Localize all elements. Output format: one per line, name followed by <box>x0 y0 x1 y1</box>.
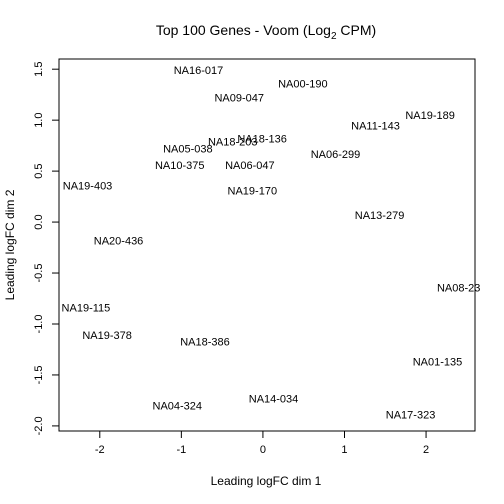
point-label: NA11-143 <box>351 120 400 132</box>
x-axis-label: Leading logFC dim 1 <box>211 474 322 488</box>
y-tick-label: -1.5 <box>33 365 45 384</box>
point-label: NA19-403 <box>63 180 113 192</box>
point-label: NA20-436 <box>94 235 144 247</box>
point-label: NA18-386 <box>180 336 230 348</box>
point-label: NA04-324 <box>153 401 203 413</box>
point-label: NA06-047 <box>225 160 275 172</box>
point-label: NA09-047 <box>214 93 264 105</box>
point-label: NA18-136 <box>237 134 287 146</box>
point-label: NA14-034 <box>249 393 299 405</box>
x-tick-label: 0 <box>260 444 266 456</box>
y-axis-label: Leading logFC dim 2 <box>3 189 17 300</box>
y-tick-label: -0.5 <box>33 264 45 283</box>
y-tick-label: 1.0 <box>33 113 45 128</box>
chart-title: Top 100 Genes - Voom (Log2 CPM) <box>156 22 376 42</box>
point-label: NA06-299 <box>311 149 361 161</box>
point-label: NA00-190 <box>278 78 328 90</box>
x-tick-label: -2 <box>95 444 105 456</box>
y-axis: -2.0 -1.5 -1.0 -0.5 0.0 0.5 1.0 1.5 <box>33 62 60 435</box>
y-tick-label: -2.0 <box>33 416 45 435</box>
point-label: NA19-115 <box>62 303 111 315</box>
point-label: NA01-135 <box>413 357 463 369</box>
point-label: NA18-203 <box>208 137 258 149</box>
point-labels: NA16-017 NA00-190 NA09-047 NA19-189 NA11-143… <box>62 65 481 421</box>
point-label: NA16-017 <box>174 65 224 77</box>
y-tick-label: 0.5 <box>33 163 45 178</box>
point-label: NA10-375 <box>155 160 205 172</box>
point-label: NA08-23 <box>437 282 480 294</box>
point-label: NA19-189 <box>405 110 455 122</box>
x-tick-label: -1 <box>176 444 186 456</box>
point-label: NA13-279 <box>355 210 405 222</box>
x-axis: -2 -1 0 1 2 <box>95 430 429 456</box>
point-label: NA19-170 <box>228 185 278 197</box>
y-tick-label: -1.0 <box>33 315 45 334</box>
y-tick-label: 1.5 <box>33 62 45 77</box>
x-tick-label: 1 <box>341 444 347 456</box>
point-label: NA19-378 <box>82 330 132 342</box>
point-label: NA05-038 <box>163 144 213 156</box>
y-tick-label: 0.0 <box>33 214 45 229</box>
point-label: NA17-323 <box>386 410 436 422</box>
x-tick-label: 2 <box>423 444 429 456</box>
